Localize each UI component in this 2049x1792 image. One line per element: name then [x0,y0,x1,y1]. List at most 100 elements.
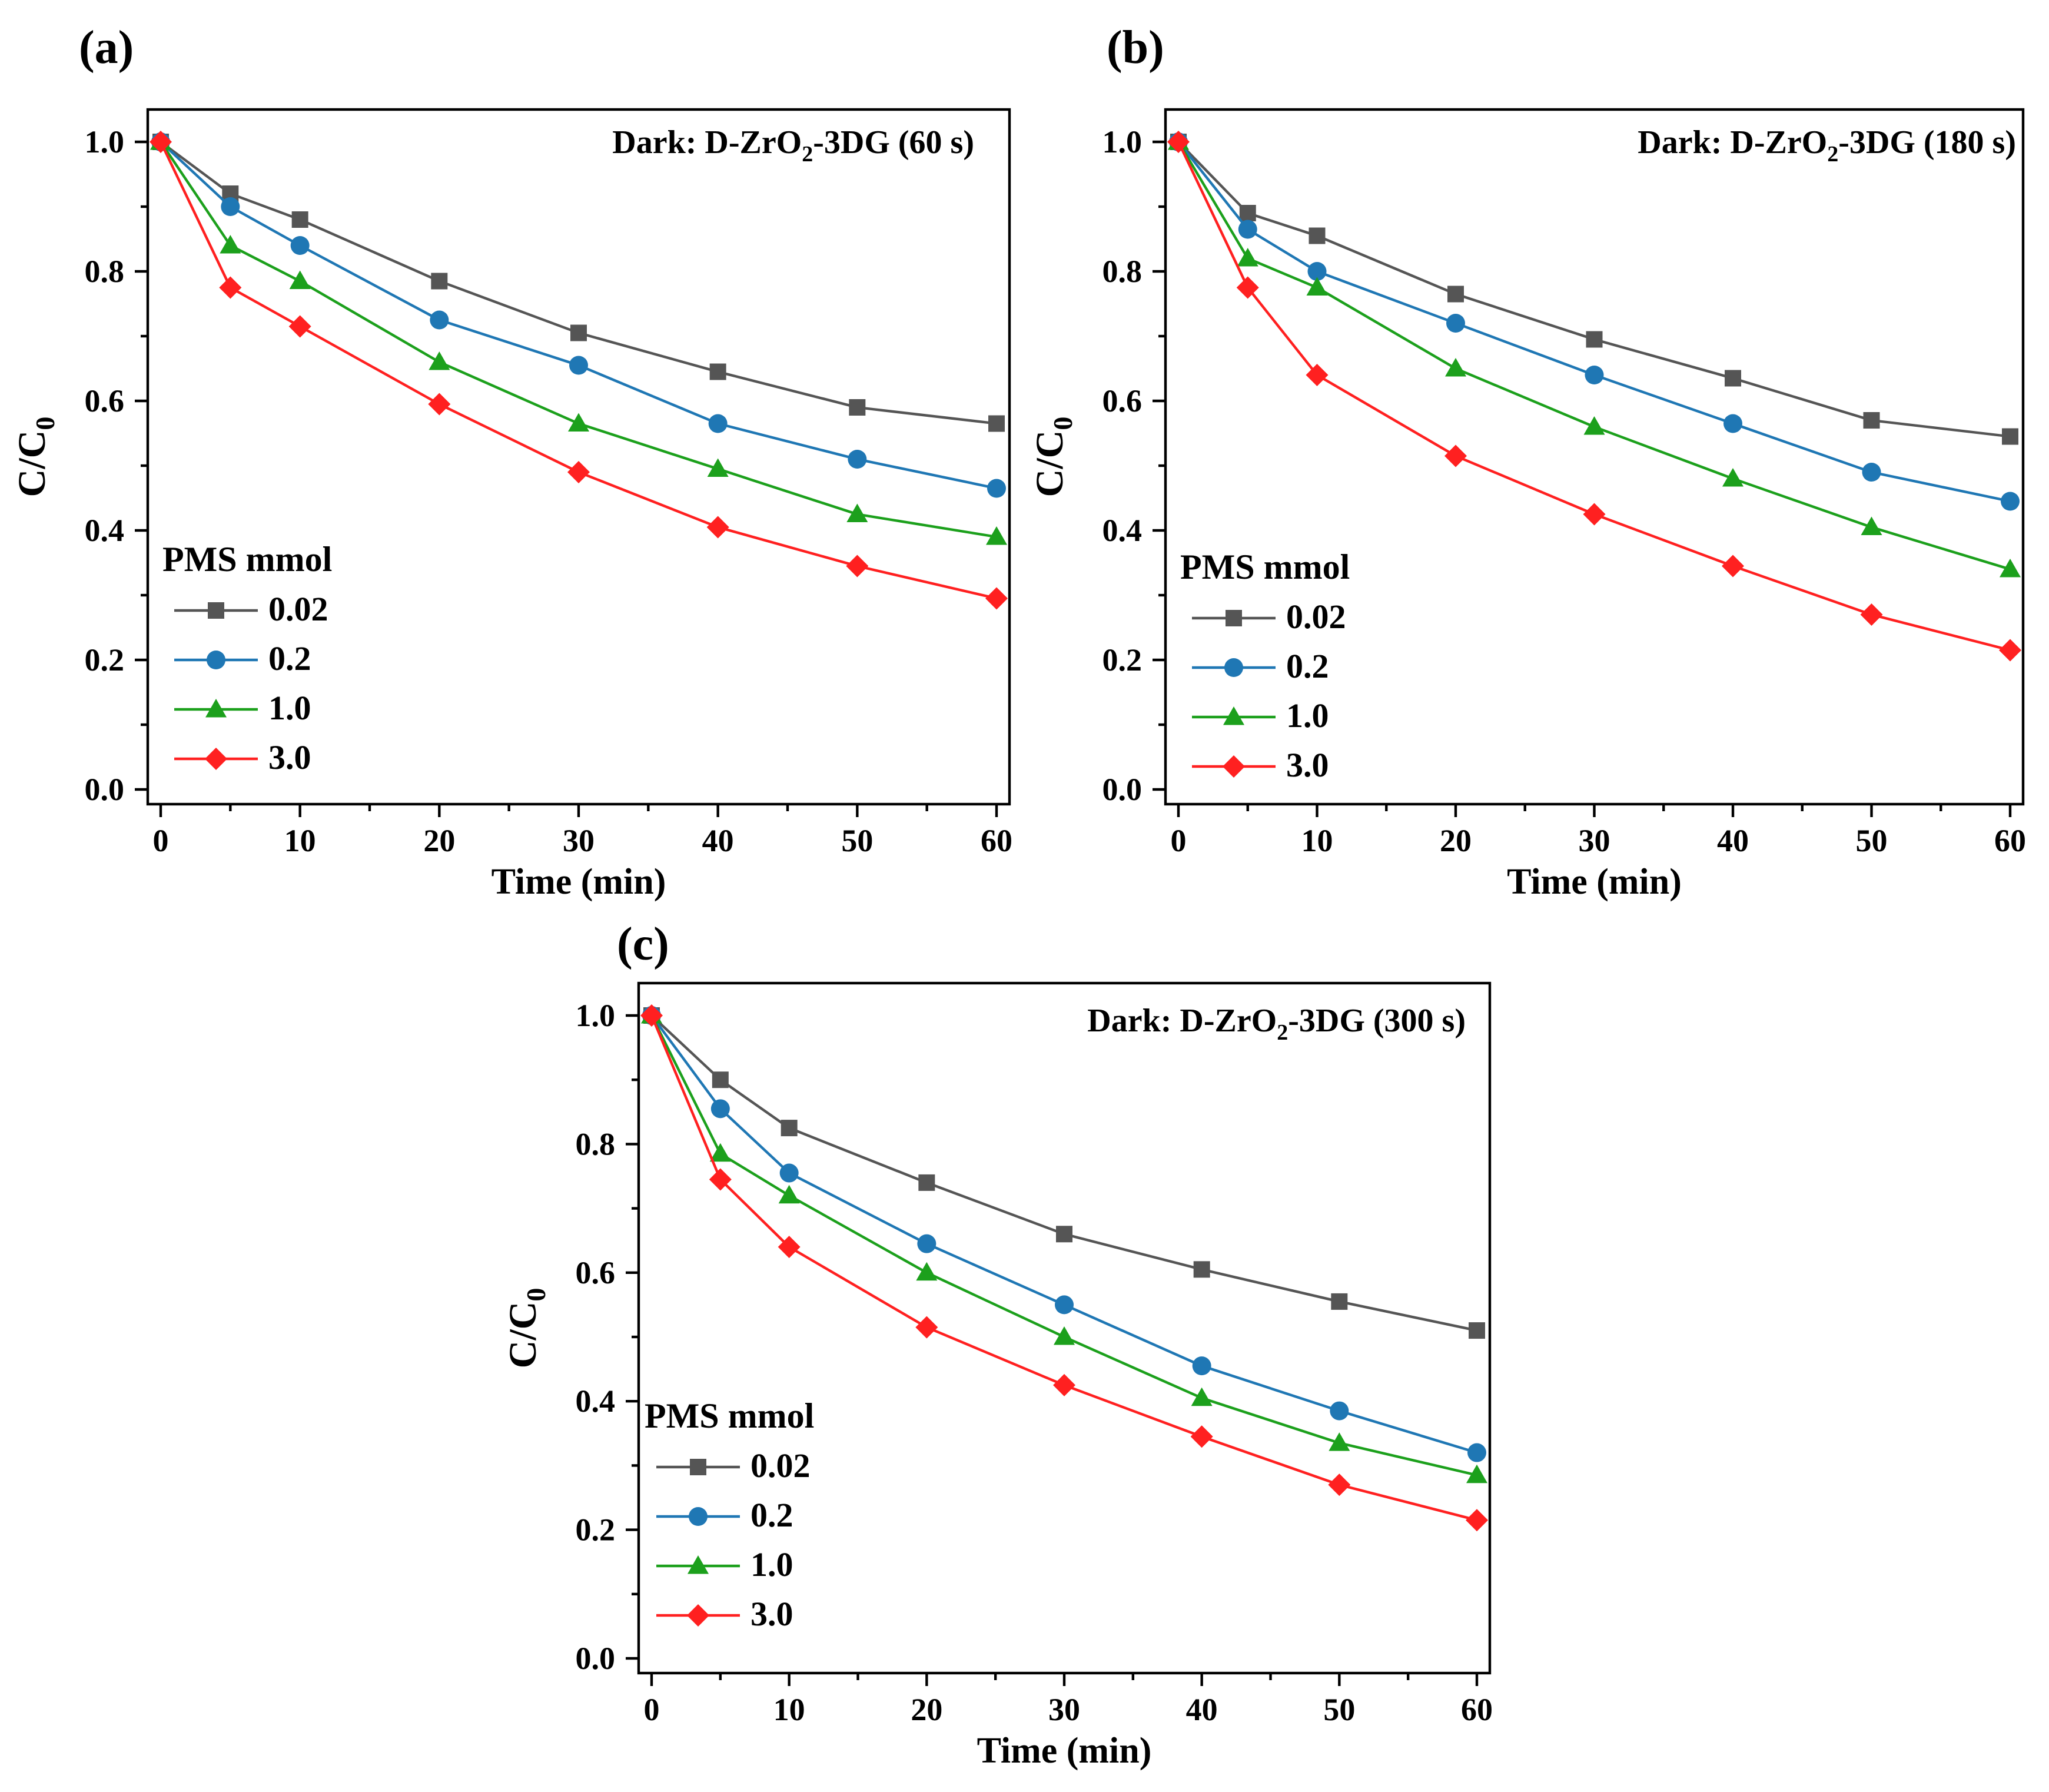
data-point [1191,1387,1213,1406]
data-point [290,236,310,255]
data-point [709,1143,731,1162]
x-tick-label: 40 [1717,823,1749,858]
data-point [709,363,726,380]
data-point [709,1168,732,1191]
data-point [848,450,867,469]
legend-title: PMS mmol [1180,547,1350,586]
data-point [918,1174,935,1191]
y-tick-label: 0.2 [576,1512,616,1548]
series-line [1177,141,2011,438]
y-tick-label: 0.6 [576,1255,616,1290]
x-tick-label: 60 [1461,1692,1493,1727]
chart-panel-2: (b) Dark: D-ZrO2-3DG (180 s) 0 10 20 30 40 50 60… [1028,22,2026,902]
data-point [1586,331,1603,348]
legend-label: 0.02 [750,1446,811,1485]
data-point [1055,1295,1074,1315]
data-point [1466,1464,1487,1484]
data-point [712,1071,729,1089]
x-tick-label: 40 [1186,1692,1218,1727]
series-0.02 [152,134,1005,432]
legend-marker [688,1555,709,1574]
data-point [710,1099,730,1119]
y-tick-label: 0.8 [85,254,125,289]
x-tick-label: 10 [284,823,316,858]
x-axis-title: Time (min) [977,1731,1152,1771]
x-axis-title: Time (min) [492,862,666,902]
legend-marker [1223,755,1245,778]
series-line [650,1015,1477,1476]
legend-label: 1.0 [268,689,311,727]
data-point [985,587,1008,610]
y-axis-title: C/C0 [11,417,60,497]
data-point [567,461,590,483]
y-tick-label: 0.0 [85,772,125,807]
data-point [640,1004,663,1027]
data-point [1238,220,1257,239]
data-point [1307,262,1327,281]
data-point [1585,366,1604,384]
y-axis-title: C/C0 [1028,417,1078,497]
data-point [1053,1373,1075,1396]
legend-marker [1226,610,1242,626]
y-tick-label: 0.6 [1102,383,1143,419]
x-tick-label: 50 [841,823,873,858]
x-tick-label: 20 [423,823,455,858]
legend-title: PMS mmol [645,1396,814,1435]
legend-marker [207,651,225,669]
data-point [1190,1425,1213,1448]
data-point [846,555,869,578]
panel-annotation: Dark: D-ZrO2-3DG (180 s) [1638,124,2016,167]
series-line [1177,141,2011,652]
series-line [160,141,997,539]
data-point [1237,248,1258,267]
panel-label: (c) [617,918,669,970]
series-line [160,141,997,490]
series-3.0 [150,131,1008,610]
data-point [916,1262,938,1281]
legend-title: PMS mmol [162,540,332,579]
data-point [707,458,729,477]
series-line [650,1014,1477,1332]
y-tick-label: 0.0 [576,1641,616,1676]
data-point [1236,276,1259,299]
legend-marker [208,602,224,619]
data-point [2000,559,2021,578]
y-tick-label: 1.0 [85,124,125,160]
x-tick-label: 0 [1171,823,1187,858]
legend-label: 3.0 [750,1595,793,1633]
data-point [1446,314,1465,333]
legend: PMS mmol 0.02 0.2 1.0 3.0 [645,1396,814,1633]
x-axis-title: Time (min) [1507,862,1682,902]
data-point [1444,444,1467,467]
data-point [1328,1474,1351,1496]
series-line [650,1014,1477,1454]
legend-marker [1224,658,1243,677]
y-tick-label: 0.6 [85,383,125,419]
data-point [1466,1509,1488,1532]
data-point [779,1163,799,1183]
legend-marker [205,699,227,718]
data-point [1863,412,1880,429]
data-point [1329,1432,1350,1451]
y-tick-label: 0.2 [1102,642,1143,678]
data-point [428,393,451,416]
x-tick-label: 10 [1301,823,1333,858]
y-tick-label: 0.4 [1102,513,1143,548]
data-point [1999,639,2021,662]
data-point [430,310,449,330]
data-point [988,415,1005,432]
x-tick-label: 30 [563,823,595,858]
data-point [1861,516,1882,535]
series-3.0 [1167,131,2021,662]
data-point [986,526,1007,545]
data-point [1469,1322,1485,1339]
data-point [917,1234,937,1253]
data-point [568,413,589,432]
y-tick-label: 0.4 [85,513,125,548]
data-point [915,1316,938,1339]
data-point [288,315,311,338]
x-tick-label: 20 [911,1692,942,1727]
data-point [706,516,729,539]
series-3.0 [640,1004,1488,1532]
